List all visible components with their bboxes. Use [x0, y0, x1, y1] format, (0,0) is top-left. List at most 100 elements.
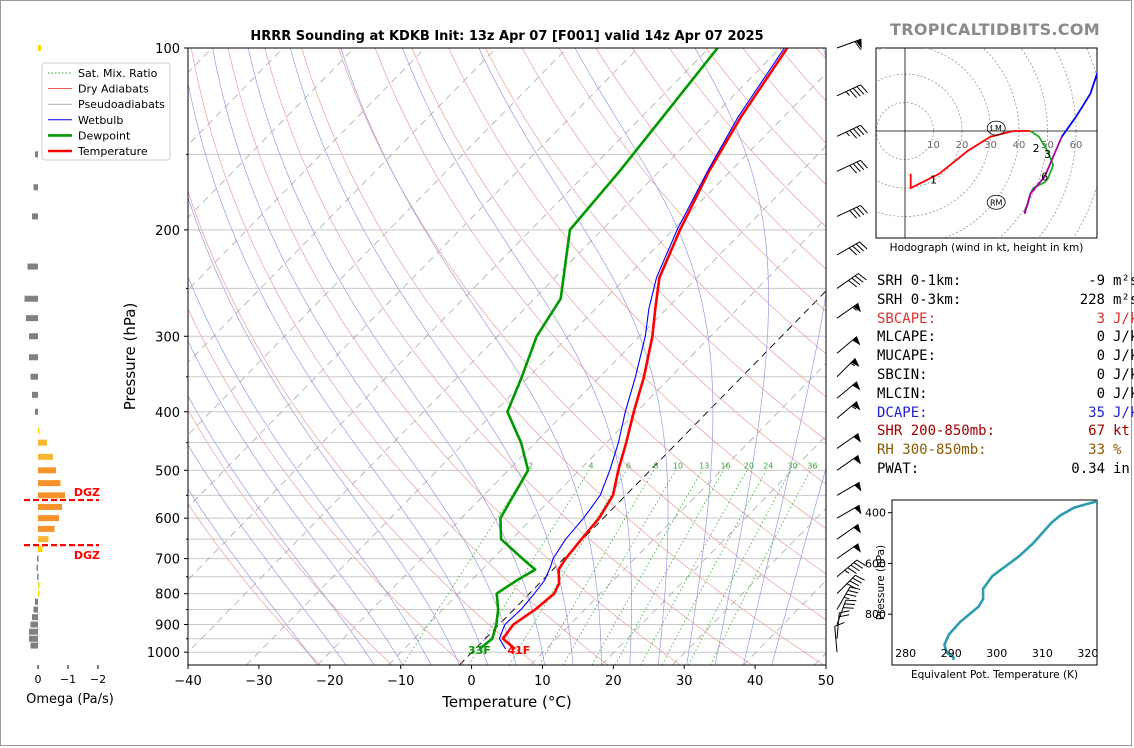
barb-staff	[836, 241, 860, 256]
dry-adiabat	[374, 48, 826, 575]
dry-adiabat	[521, 48, 826, 398]
y-tick-label: 300	[155, 330, 180, 345]
barb-flag	[853, 455, 862, 465]
barb-full	[860, 160, 868, 169]
stat-row: SHR 200-850mb: 67 kt	[877, 422, 1134, 441]
hodo-tick-label: 30	[984, 140, 997, 151]
theta-y-tick-label: 800	[865, 608, 886, 621]
barb-flag	[854, 505, 862, 515]
hodograph-caption: Hodograph (wind in kt, height in km)	[890, 242, 1084, 254]
stat-row: SRH 0-3km: 228 m²s⁻²	[877, 291, 1134, 310]
omega-bar	[33, 606, 38, 613]
omega-bar	[32, 391, 38, 398]
wind-barb	[836, 574, 865, 594]
wind-barb	[836, 433, 862, 449]
omega-bar	[27, 263, 38, 270]
skewt-frame	[187, 47, 827, 666]
omega-x-tick-label: −2	[90, 673, 106, 686]
barb-full	[849, 210, 858, 219]
barb-staff	[836, 523, 859, 540]
mixing-ratio-line	[402, 470, 529, 665]
omega-bar	[38, 439, 47, 446]
theta-y-tick-label: 400	[865, 507, 886, 520]
theta-e-profile	[943, 500, 1097, 660]
pseudoadiabat	[188, 340, 403, 665]
x-tick-label: 40	[747, 674, 764, 689]
surface-dewpoint-label: 33F	[468, 644, 491, 657]
isotherm-line	[188, 48, 710, 581]
brand-watermark: TROPICALTIDBITS.COM	[890, 20, 1100, 39]
stat-row: RH 300-850mb: 33%	[877, 441, 1134, 460]
omega-bar	[30, 373, 38, 380]
barb-flag	[853, 303, 862, 313]
isotherm-line	[246, 73, 826, 665]
barb-full	[847, 567, 857, 574]
barb-full	[838, 614, 850, 618]
mixing-ratio-label: 20	[744, 461, 754, 470]
theta-frame	[891, 499, 1098, 666]
barb-full	[852, 245, 861, 254]
theta-x-tick-label: 290	[941, 647, 962, 660]
stat-value: 33	[1088, 442, 1105, 459]
wind-barb	[836, 543, 862, 560]
dry-adiabat	[301, 48, 825, 665]
omega-bar	[36, 564, 38, 571]
pseudoadiabat	[188, 276, 432, 665]
barb-half	[843, 596, 850, 600]
stat-label: SBCIN:	[877, 366, 928, 383]
omega-bar	[29, 628, 38, 635]
barb-full	[849, 89, 858, 99]
omega-bar	[30, 621, 38, 628]
omega-bar	[38, 515, 59, 522]
wind-barb	[836, 454, 862, 471]
omega-bar	[35, 598, 38, 605]
pseudoadiabat	[212, 48, 517, 665]
wind-barb	[836, 204, 868, 219]
barb-half	[851, 405, 857, 410]
stat-row: SBCAPE: 3 J/kg	[877, 310, 1134, 329]
barb-staff	[836, 504, 860, 519]
pseudoadiabat	[247, 48, 546, 665]
skewt-plot-area	[188, 48, 826, 665]
stat-label: DCAPE:	[877, 404, 928, 421]
omega-bar	[38, 503, 62, 510]
barb-full	[847, 590, 859, 594]
barb-staff	[834, 626, 838, 653]
storm-motion-label: LM	[991, 124, 1002, 133]
barb-full	[848, 280, 857, 288]
x-tick-label: 0	[467, 674, 475, 689]
dry-adiabat	[448, 48, 826, 485]
hodo-height-label: 3	[1044, 148, 1051, 161]
pseudoadiabat	[188, 443, 347, 665]
y-tick-label: 700	[155, 553, 180, 568]
mixing-ratio-line	[640, 470, 748, 665]
theta-x-tick-label: 310	[1032, 647, 1053, 660]
wind-barb	[836, 273, 867, 289]
barb-staff	[836, 586, 851, 610]
x-tick-label: 10	[534, 674, 551, 689]
mixing-ratio-line	[614, 470, 724, 665]
isotherm-line	[317, 145, 826, 665]
barb-full	[852, 87, 861, 97]
barb-full	[860, 84, 868, 93]
omega-bar	[38, 536, 49, 543]
stat-value: 0.34	[1071, 460, 1105, 477]
stat-label: SHR 200-850mb:	[877, 423, 996, 440]
omega-bar	[37, 573, 39, 580]
hodo-tick-label: 40	[1013, 140, 1026, 151]
dry-adiabat	[188, 502, 321, 665]
omega-bar	[32, 213, 38, 220]
barb-full	[849, 165, 858, 174]
barb-staff	[836, 433, 859, 449]
barb-full	[856, 206, 865, 216]
barb-full	[848, 247, 858, 256]
stat-unit: m²s⁻²	[1113, 273, 1134, 289]
barb-flag	[852, 381, 861, 391]
omega-bar	[32, 614, 38, 621]
mixing-ratio-label: 6	[626, 461, 631, 470]
stat-unit: J/kg	[1113, 385, 1134, 402]
legend-label: Sat. Mix. Ratio	[78, 67, 158, 80]
dry-adiabat	[264, 48, 753, 665]
stat-unit: %	[1113, 442, 1122, 459]
